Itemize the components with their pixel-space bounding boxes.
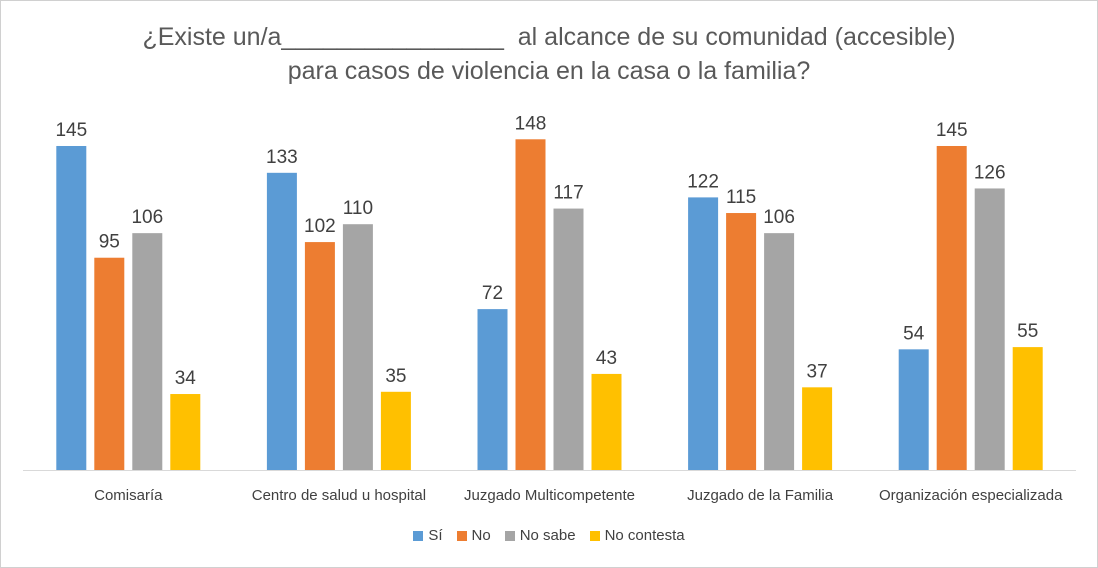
bar-centro-de-salud-u-hospital-si (266, 172, 297, 470)
legend-item-no: No (456, 527, 491, 544)
legend-item-si: Sí (413, 527, 443, 544)
bar-juzgado-multicompetente-no-sabe (553, 208, 584, 470)
legend: Sí No No sabe No contesta (0, 527, 1098, 544)
bar-juzgado-multicompetente-no-contesta (591, 373, 622, 470)
bar-organizacion-especializada-no-sabe (974, 188, 1005, 470)
bar-organizacion-especializada-si (898, 349, 929, 470)
data-label-centro-de-salud-u-hospital-si: 133 (266, 147, 298, 168)
legend-item-no-sabe: No sabe (504, 527, 576, 544)
data-label-juzgado-multicompetente-no: 148 (515, 113, 547, 134)
data-label-comisaria-no: 95 (99, 232, 120, 253)
legend-swatch-no-sabe (504, 530, 515, 541)
legend-swatch-no (456, 530, 467, 541)
data-label-centro-de-salud-u-hospital-no-sabe: 110 (343, 198, 373, 219)
chart-title-line-2: para casos de violencia en la casa o la … (287, 57, 811, 85)
legend-label-no-contesta: No contesta (604, 527, 685, 544)
legend-swatch-si (413, 530, 424, 541)
bar-comisaria-no (94, 257, 125, 470)
legend-label-no-sabe: No sabe (519, 527, 576, 544)
bar-juzgado-multicompetente-no (515, 139, 546, 470)
chart-title: ¿Existe un/a________________ al alcance … (0, 20, 1098, 88)
bar-organizacion-especializada-no (936, 145, 967, 470)
category-label-juzgado-multicompetente: Juzgado Multicompetente (464, 487, 635, 504)
bar-comisaria-si (56, 145, 87, 470)
data-label-juzgado-de-la-familia-no-contesta: 37 (807, 361, 828, 382)
legend-item-no-contesta: No contesta (589, 527, 685, 544)
bar-organizacion-especializada-no-contesta (1012, 347, 1043, 470)
bar-centro-de-salud-u-hospital-no (304, 242, 335, 470)
category-label-comisaria: Comisaría (94, 487, 163, 504)
data-label-organizacion-especializada-no-contesta: 55 (1017, 321, 1038, 342)
data-label-juzgado-de-la-familia-no: 115 (726, 187, 756, 208)
category-label-juzgado-de-la-familia: Juzgado de la Familia (687, 487, 834, 504)
bar-centro-de-salud-u-hospital-no-sabe (342, 224, 373, 470)
bars-layer (56, 139, 1043, 471)
chart-title-line-1: ¿Existe un/a________________ al alcance … (142, 23, 956, 51)
data-label-centro-de-salud-u-hospital-no: 102 (304, 216, 336, 237)
bar-juzgado-de-la-familia-no (726, 213, 757, 470)
bar-juzgado-de-la-familia-si (688, 197, 719, 471)
legend-label-si: Sí (428, 527, 443, 544)
data-label-comisaria-no-contesta: 34 (175, 368, 197, 389)
data-label-juzgado-de-la-familia-no-sabe: 106 (763, 207, 795, 228)
data-label-comisaria-no-sabe: 106 (131, 207, 163, 228)
bar-juzgado-de-la-familia-no-sabe (764, 233, 795, 470)
data-label-juzgado-multicompetente-si: 72 (482, 283, 503, 304)
bar-comisaria-no-sabe (132, 233, 163, 470)
data-label-organizacion-especializada-no-sabe: 126 (974, 162, 1006, 183)
data-label-juzgado-de-la-familia-si: 122 (687, 171, 719, 192)
data-label-organizacion-especializada-si: 54 (903, 323, 925, 344)
data-label-centro-de-salud-u-hospital-no-contesta: 35 (385, 366, 406, 387)
category-label-centro-de-salud-u-hospital: Centro de salud u hospital (252, 487, 426, 504)
legend-label-no: No (471, 527, 491, 544)
data-label-organizacion-especializada-no: 145 (936, 120, 968, 141)
legend-swatch-no-contesta (589, 530, 600, 541)
labels-layer: 145 95 106 34 Comisaría 133 102 110 35 Centro de … (55, 113, 1063, 504)
data-label-juzgado-multicompetente-no-contesta: 43 (596, 348, 617, 369)
category-label-organizacion-especializada: Organización especializada (879, 487, 1063, 504)
bar-centro-de-salud-u-hospital-no-contesta (380, 391, 411, 470)
bar-comisaria-no-contesta (170, 394, 201, 470)
data-label-juzgado-multicompetente-no-sabe: 117 (553, 183, 583, 204)
bar-juzgado-multicompetente-si (477, 309, 508, 470)
data-label-comisaria-si: 145 (55, 120, 87, 141)
bar-juzgado-de-la-familia-no-contesta (802, 387, 833, 470)
